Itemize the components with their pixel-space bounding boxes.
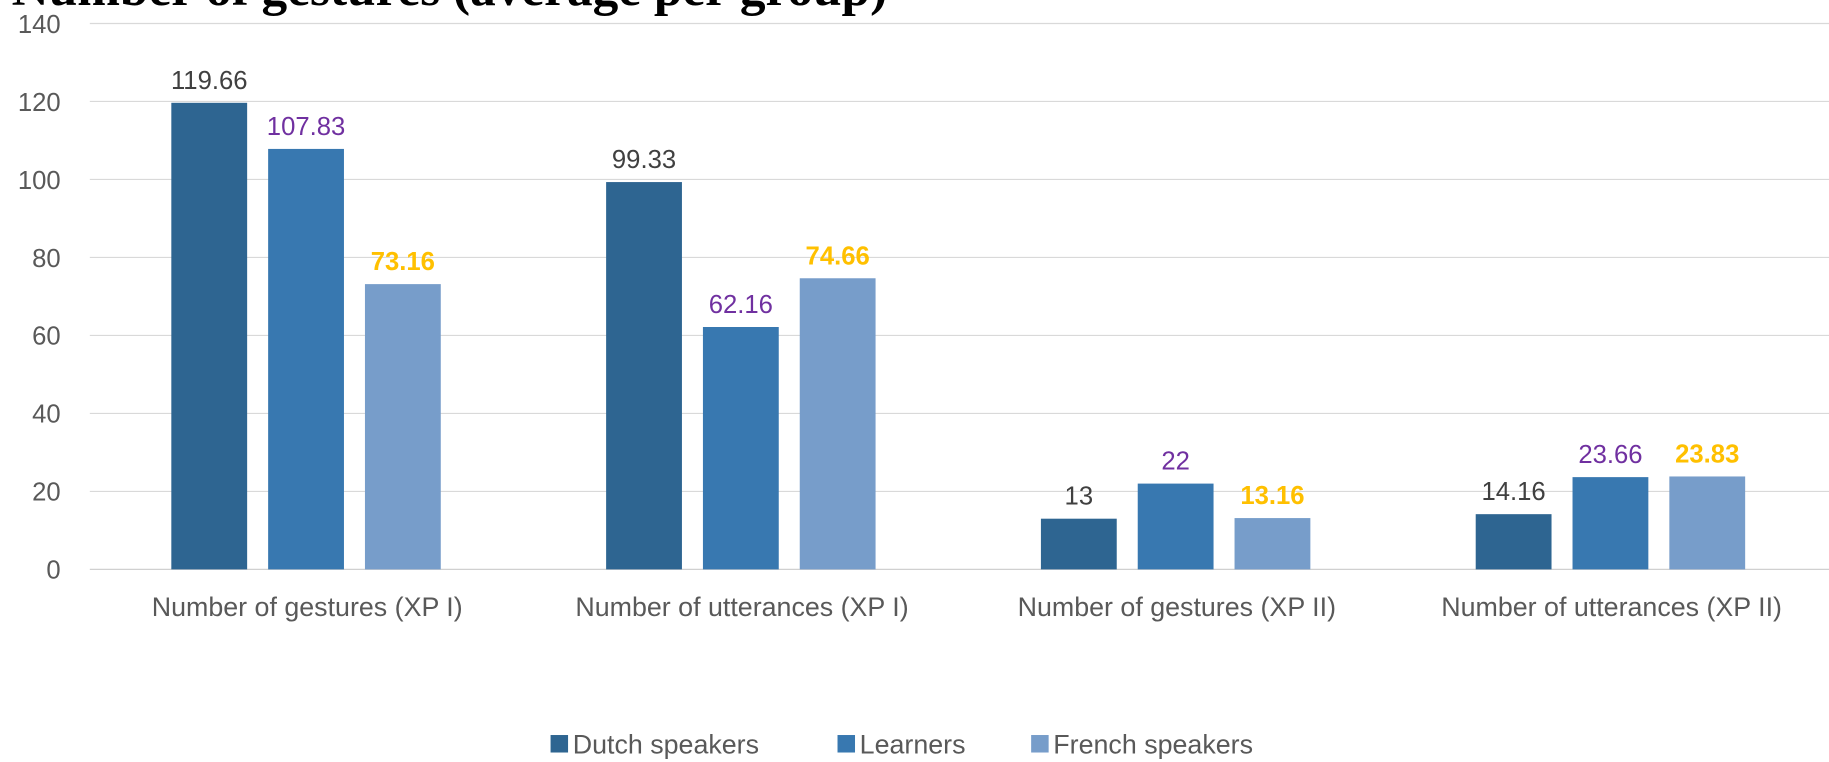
bar [1572, 477, 1649, 570]
x-tick-label: Number of utterances (XP II) [1441, 592, 1782, 622]
bar [1234, 518, 1311, 570]
bar [1040, 518, 1117, 570]
data-label: 14.16 [1482, 478, 1546, 506]
data-label: 62.16 [709, 291, 773, 319]
x-tick-label: Number of gestures (XP I) [152, 592, 463, 622]
bar [1669, 476, 1746, 570]
data-label: 119.66 [171, 67, 248, 95]
data-label: 13 [1065, 483, 1094, 511]
bar [1475, 514, 1552, 570]
y-tick-label: 0 [46, 557, 60, 585]
x-tick-label: Number of gestures (XP II) [1018, 592, 1336, 622]
bar [799, 278, 876, 570]
legend-label: Dutch speakers [573, 730, 759, 760]
legend-swatch [550, 735, 569, 753]
bar [702, 327, 779, 570]
data-label: 99.33 [612, 146, 676, 174]
y-tick-label: 60 [32, 323, 61, 351]
data-label: 74.66 [806, 242, 870, 270]
chart-title: Number of gestures (average per group) [12, 0, 888, 17]
bar [1137, 483, 1214, 570]
legend-label: Learners [860, 730, 966, 760]
data-label: 73.16 [371, 248, 435, 276]
y-tick-label: 20 [32, 479, 61, 507]
y-tick-label: 140 [18, 11, 61, 39]
legend-label: French speakers [1053, 730, 1253, 760]
bar [268, 148, 344, 570]
legend-swatch [1031, 735, 1049, 753]
data-label: 23.66 [1578, 441, 1642, 469]
data-label: 22 [1161, 448, 1190, 476]
bar [606, 182, 682, 570]
x-tick-label: Number of utterances (XP I) [575, 592, 908, 622]
data-label: 13.16 [1240, 482, 1304, 510]
y-tick-label: 120 [18, 89, 61, 117]
bar [364, 284, 441, 570]
y-tick-label: 80 [32, 245, 61, 273]
data-label: 107.83 [267, 113, 345, 141]
y-tick-label: 100 [18, 167, 61, 195]
legend-swatch [837, 735, 856, 753]
bar [171, 102, 248, 570]
y-tick-label: 40 [32, 401, 61, 429]
data-label: 23.83 [1675, 440, 1739, 468]
